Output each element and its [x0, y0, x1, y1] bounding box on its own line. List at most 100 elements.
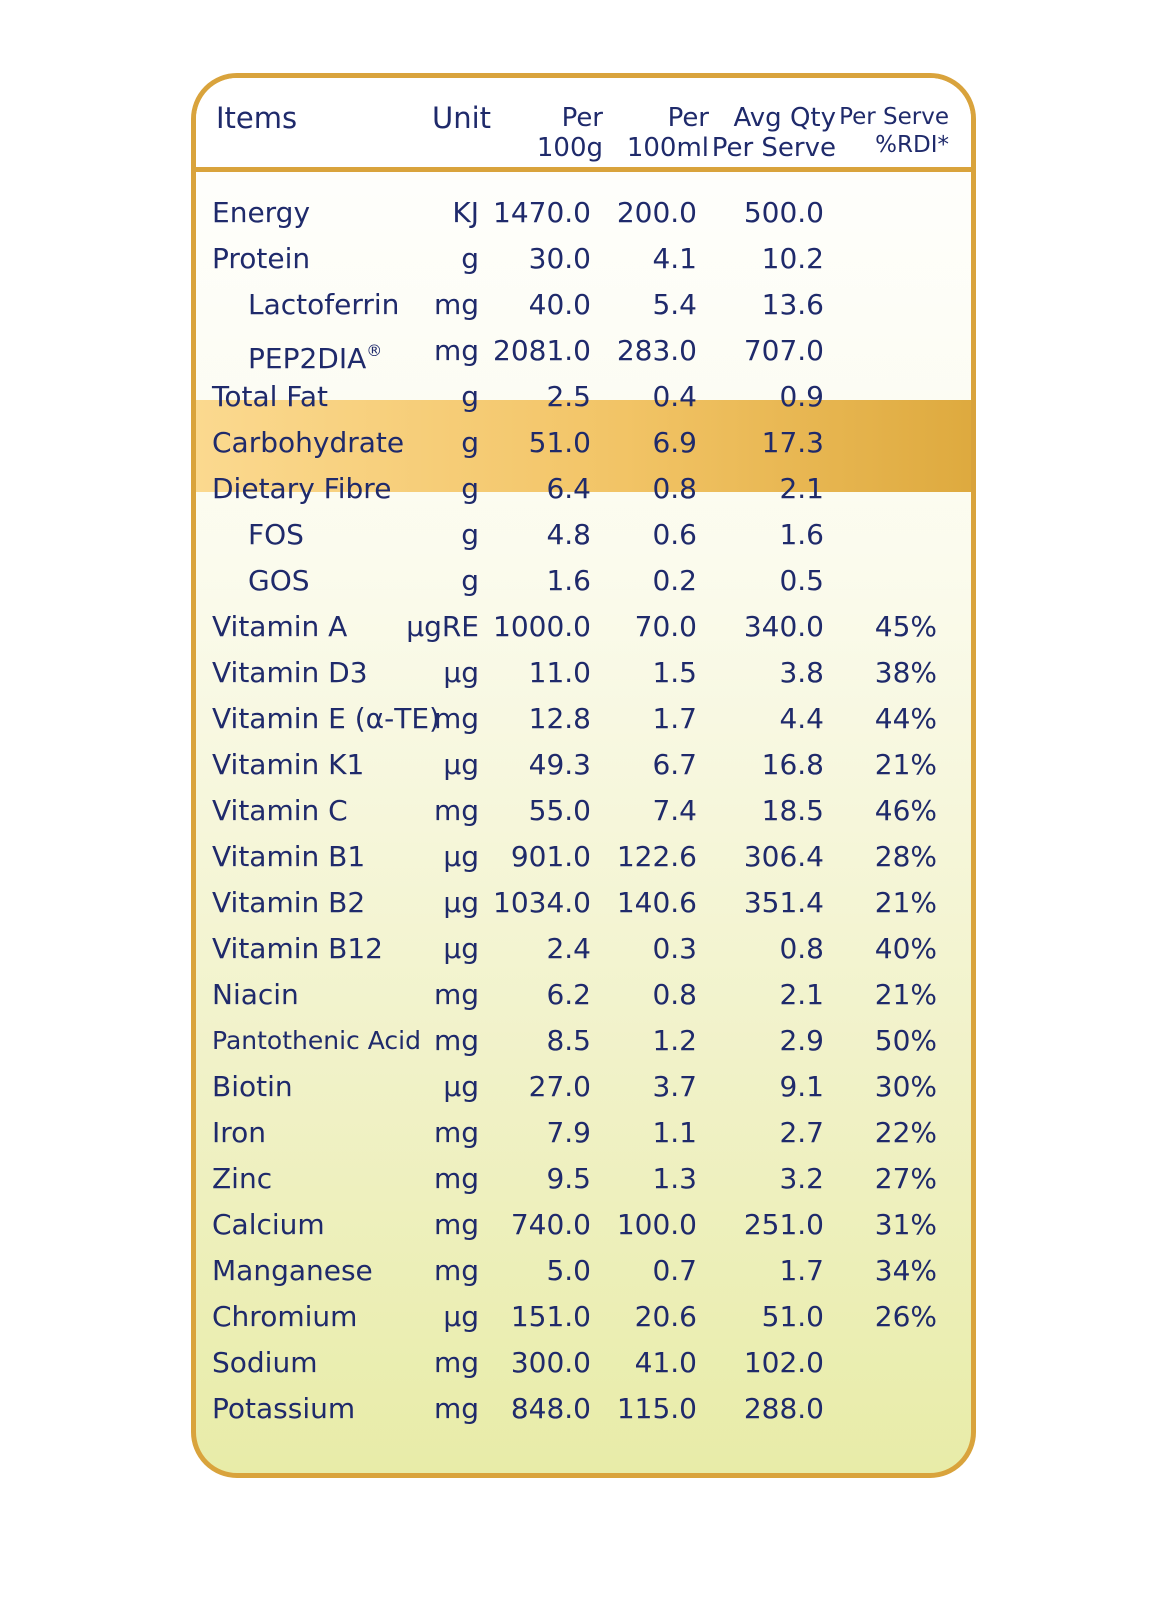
- row-unit: mg: [433, 794, 479, 827]
- row-per-serve: 1.7: [779, 1254, 824, 1287]
- nutrition-rows: Energy KJ 1470.0 200.0 500.0 Protein g 30.0 4.1 1…: [196, 190, 971, 1432]
- row-name: Vitamin K1: [212, 748, 365, 781]
- row-unit: mg: [433, 1162, 479, 1195]
- row-per-100ml: 4.1: [652, 242, 697, 275]
- row-rdi: 22%: [874, 1116, 937, 1149]
- table-row: Sodium mg 300.0 41.0 102.0: [196, 1340, 971, 1386]
- row-per-serve: 10.2: [761, 242, 824, 275]
- row-per-100ml: 0.7: [652, 1254, 697, 1287]
- row-per-100ml: 1.3: [652, 1162, 697, 1195]
- row-per-100g: 12.8: [528, 702, 591, 735]
- registered-mark: ®: [366, 341, 383, 360]
- row-name: PEP2DIA®: [248, 341, 383, 375]
- row-per-100ml: 0.6: [652, 518, 697, 551]
- table-row: Vitamin E (α-TE) mg 12.8 1.7 4.4 44%: [196, 696, 971, 742]
- row-name: Pantothenic Acid: [212, 1026, 421, 1055]
- row-per-100ml: 41.0: [634, 1346, 697, 1379]
- row-per-100g: 30.0: [528, 242, 591, 275]
- row-rdi: 45%: [874, 610, 937, 643]
- row-name: Manganese: [212, 1254, 373, 1287]
- row-per-serve: 1.6: [779, 518, 824, 551]
- table-row: PEP2DIA® mg 2081.0 283.0 707.0: [196, 328, 971, 375]
- row-per-serve: 306.4: [743, 840, 824, 873]
- table-row: Zinc mg 9.5 1.3 3.2 27%: [196, 1156, 971, 1202]
- row-per-100g: 51.0: [528, 426, 591, 459]
- table-row: Calcium mg 740.0 100.0 251.0 31%: [196, 1202, 971, 1248]
- row-per-100g: 848.0: [510, 1392, 591, 1425]
- table-row: Vitamin B1 μg 901.0 122.6 306.4 28%: [196, 834, 971, 880]
- header-per-serve-rdi: Per Serve %RDI*: [839, 104, 949, 158]
- row-unit: μg: [443, 1070, 479, 1103]
- row-unit: mg: [433, 334, 479, 367]
- row-name: Zinc: [212, 1162, 273, 1195]
- row-unit: μgRE: [406, 610, 479, 643]
- row-rdi: 34%: [874, 1254, 937, 1287]
- row-name: GOS: [248, 564, 310, 597]
- row-per-serve: 2.7: [779, 1116, 824, 1149]
- row-per-serve: 707.0: [743, 334, 824, 367]
- row-unit: μg: [443, 748, 479, 781]
- row-unit: KJ: [452, 196, 479, 229]
- row-per-serve: 340.0: [743, 610, 824, 643]
- row-name: Vitamin B12: [212, 932, 383, 965]
- row-per-100ml: 115.0: [616, 1392, 697, 1425]
- table-row: Vitamin C mg 55.0 7.4 18.5 46%: [196, 788, 971, 834]
- table-row: Potassium mg 848.0 115.0 288.0: [196, 1386, 971, 1432]
- header-items: Items: [216, 101, 298, 135]
- header-per-100g: Per 100g: [536, 103, 603, 163]
- row-name: Total Fat: [212, 380, 328, 413]
- row-per-100ml: 0.4: [652, 380, 697, 413]
- row-unit: μg: [443, 656, 479, 689]
- row-per-serve: 2.1: [779, 472, 824, 505]
- row-rdi: 27%: [874, 1162, 937, 1195]
- row-per-100ml: 100.0: [616, 1208, 697, 1241]
- row-per-100ml: 0.8: [652, 472, 697, 505]
- row-unit: mg: [433, 1024, 479, 1057]
- header-per-100ml: Per 100ml: [626, 103, 709, 163]
- row-rdi: 31%: [874, 1208, 937, 1241]
- row-name: Dietary Fibre: [212, 472, 392, 505]
- row-per-100g: 9.5: [546, 1162, 591, 1195]
- row-name: FOS: [248, 518, 304, 551]
- table-row: Vitamin D3 μg 11.0 1.5 3.8 38%: [196, 650, 971, 696]
- row-unit: mg: [433, 288, 479, 321]
- header-avg-qty-per-serve: Avg Qty Per Serve: [711, 103, 836, 163]
- row-per-100g: 55.0: [528, 794, 591, 827]
- row-per-100g: 2.4: [546, 932, 591, 965]
- row-name: Potassium: [212, 1392, 356, 1425]
- row-per-serve: 18.5: [761, 794, 824, 827]
- row-per-100ml: 7.4: [652, 794, 697, 827]
- row-per-100ml: 6.9: [652, 426, 697, 459]
- table-row: Lactoferrin mg 40.0 5.4 13.6: [196, 282, 971, 328]
- table-row: Protein g 30.0 4.1 10.2: [196, 236, 971, 282]
- row-rdi: 50%: [874, 1024, 937, 1057]
- row-per-serve: 2.1: [779, 978, 824, 1011]
- header-unit: Unit: [432, 101, 492, 135]
- row-name: Iron: [212, 1116, 267, 1149]
- row-name: Vitamin A: [212, 610, 348, 643]
- row-per-100ml: 70.0: [634, 610, 697, 643]
- row-per-100ml: 1.5: [652, 656, 697, 689]
- row-per-100g: 1470.0: [493, 196, 591, 229]
- row-per-serve: 0.9: [779, 380, 824, 413]
- row-per-serve: 13.6: [761, 288, 824, 321]
- row-per-100ml: 0.3: [652, 932, 697, 965]
- row-per-100g: 151.0: [510, 1300, 591, 1333]
- row-per-100ml: 283.0: [616, 334, 697, 367]
- row-name: Chromium: [212, 1300, 358, 1333]
- row-per-serve: 9.1: [779, 1070, 824, 1103]
- row-unit: mg: [433, 1346, 479, 1379]
- row-unit: g: [461, 426, 479, 459]
- row-unit: mg: [433, 1208, 479, 1241]
- row-per-serve: 251.0: [743, 1208, 824, 1241]
- row-per-100g: 11.0: [528, 656, 591, 689]
- row-name: Niacin: [212, 978, 299, 1011]
- row-name: Energy: [212, 196, 311, 229]
- table-header: Items Unit Per 100g Per 100ml Avg Qty Per S…: [196, 78, 971, 172]
- row-unit: g: [461, 472, 479, 505]
- nutrition-panel: Items Unit Per 100g Per 100ml Avg Qty Per S…: [191, 73, 976, 1478]
- row-rdi: 21%: [874, 748, 937, 781]
- row-rdi: 30%: [874, 1070, 937, 1103]
- row-unit: mg: [433, 978, 479, 1011]
- table-row: Chromium μg 151.0 20.6 51.0 26%: [196, 1294, 971, 1340]
